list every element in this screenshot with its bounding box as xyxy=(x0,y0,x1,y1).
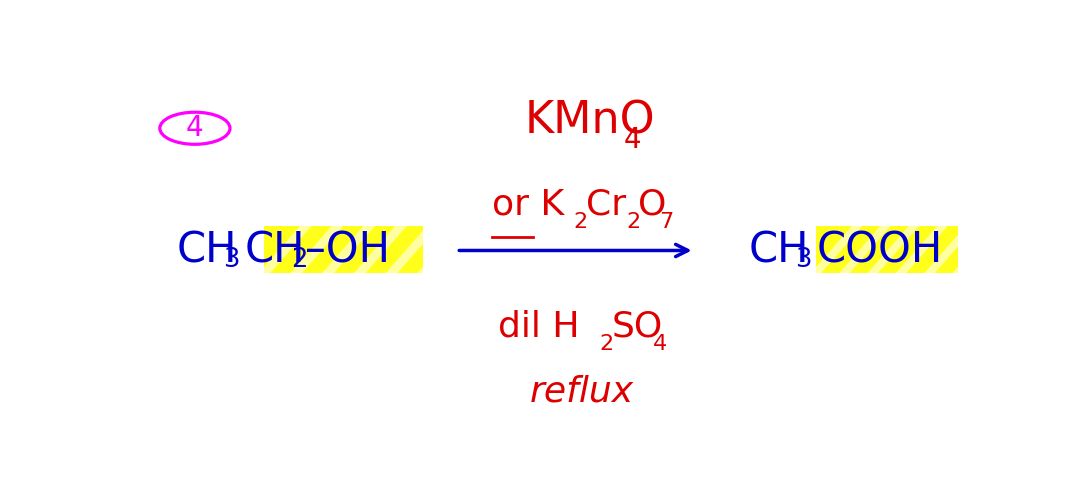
Polygon shape xyxy=(322,226,375,273)
Text: 2: 2 xyxy=(573,212,588,232)
Polygon shape xyxy=(386,226,439,273)
Text: or K: or K xyxy=(493,187,565,222)
Text: 2: 2 xyxy=(626,212,640,232)
Text: O: O xyxy=(638,187,667,222)
Text: 4: 4 xyxy=(186,114,204,142)
Text: 3: 3 xyxy=(796,247,812,273)
Text: 2: 2 xyxy=(291,247,307,273)
Polygon shape xyxy=(417,226,470,273)
Text: reflux: reflux xyxy=(529,375,634,409)
Polygon shape xyxy=(953,226,1005,273)
Polygon shape xyxy=(811,226,862,273)
Text: Cr: Cr xyxy=(585,187,625,222)
Text: COOH: COOH xyxy=(816,230,943,271)
Text: 7: 7 xyxy=(659,212,673,232)
Text: 4: 4 xyxy=(652,334,666,354)
Polygon shape xyxy=(839,226,892,273)
Text: –OH: –OH xyxy=(305,230,390,271)
Polygon shape xyxy=(924,226,977,273)
FancyBboxPatch shape xyxy=(264,226,423,273)
FancyBboxPatch shape xyxy=(816,226,957,273)
Polygon shape xyxy=(290,226,344,273)
Polygon shape xyxy=(896,226,948,273)
Polygon shape xyxy=(259,226,312,273)
Text: dil H: dil H xyxy=(498,310,580,344)
Polygon shape xyxy=(868,226,920,273)
Text: 4: 4 xyxy=(624,125,641,154)
Text: CH: CH xyxy=(177,230,237,271)
Text: 2: 2 xyxy=(599,334,613,354)
Text: CH: CH xyxy=(749,230,810,271)
Text: CH: CH xyxy=(245,230,305,271)
Text: KMnO: KMnO xyxy=(524,99,655,142)
Text: 3: 3 xyxy=(223,247,239,273)
Text: SO: SO xyxy=(612,310,663,344)
Polygon shape xyxy=(354,226,407,273)
